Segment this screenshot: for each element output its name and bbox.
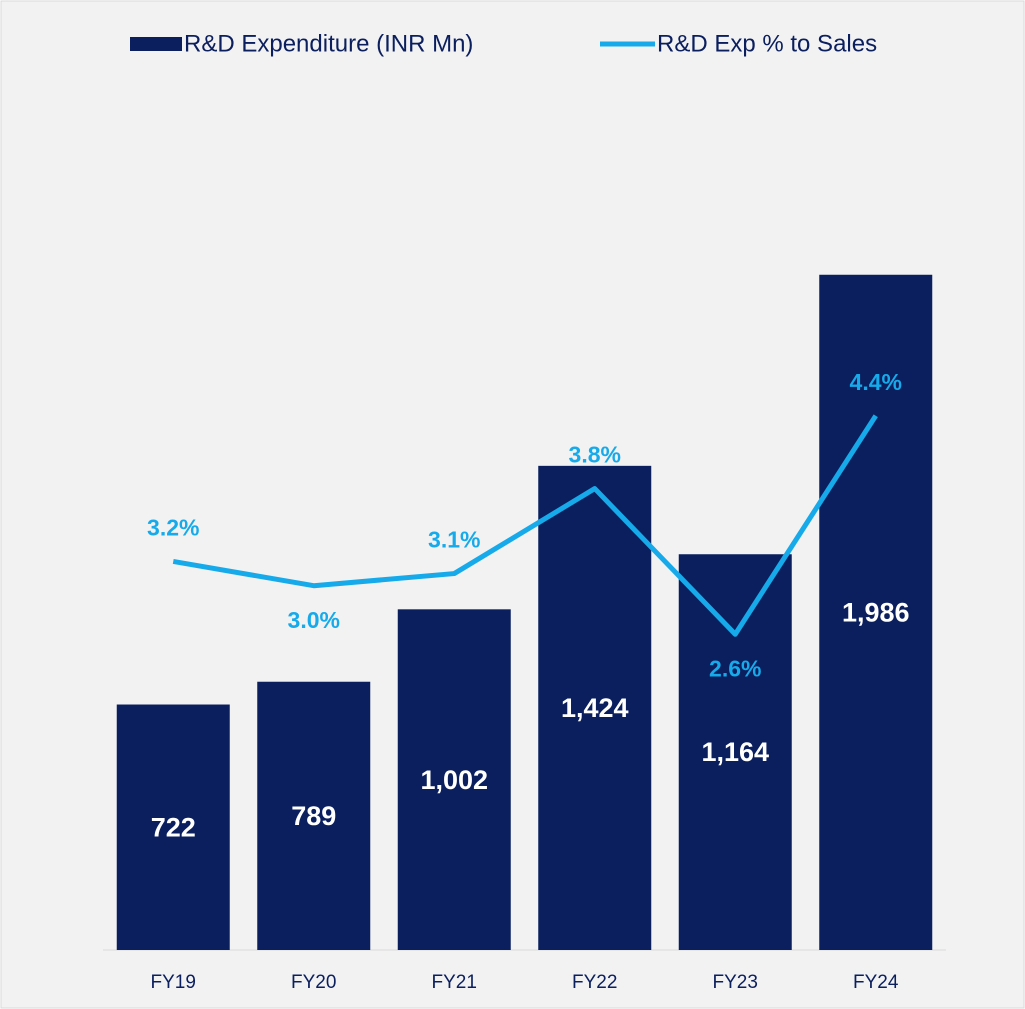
bar	[397, 609, 511, 950]
line-value-label: 3.2%	[147, 515, 199, 541]
bar	[116, 704, 230, 950]
line-value-label: 2.6%	[709, 655, 761, 681]
legend-label: R&D Expenditure (INR Mn)	[184, 30, 473, 57]
bar-value-label: 789	[291, 801, 336, 831]
line-value-label: 4.4%	[850, 369, 902, 395]
x-tick-label: FY20	[291, 972, 336, 993]
bar	[257, 681, 371, 950]
x-tick-label: FY21	[432, 972, 477, 993]
bar-value-label: 722	[151, 812, 196, 842]
x-tick-label: FY19	[151, 972, 196, 993]
bar	[538, 465, 652, 950]
line-value-label: 3.0%	[288, 607, 340, 633]
x-tick-label: FY24	[853, 972, 899, 993]
bar	[819, 274, 933, 950]
bar-value-label: 1,424	[561, 693, 629, 723]
bar-value-label: 1,164	[701, 737, 769, 767]
legend-swatch	[130, 37, 182, 51]
line	[172, 414, 878, 637]
line-value-label: 3.1%	[428, 527, 480, 553]
bar-value-label: 1,002	[420, 765, 488, 795]
bar-value-label: 1,986	[842, 598, 910, 628]
legend-label: R&D Exp % to Sales	[657, 30, 877, 57]
line-value-label: 3.8%	[569, 442, 621, 468]
x-tick-label: FY22	[572, 972, 617, 993]
bar	[678, 554, 792, 950]
x-tick-label: FY23	[713, 972, 758, 993]
